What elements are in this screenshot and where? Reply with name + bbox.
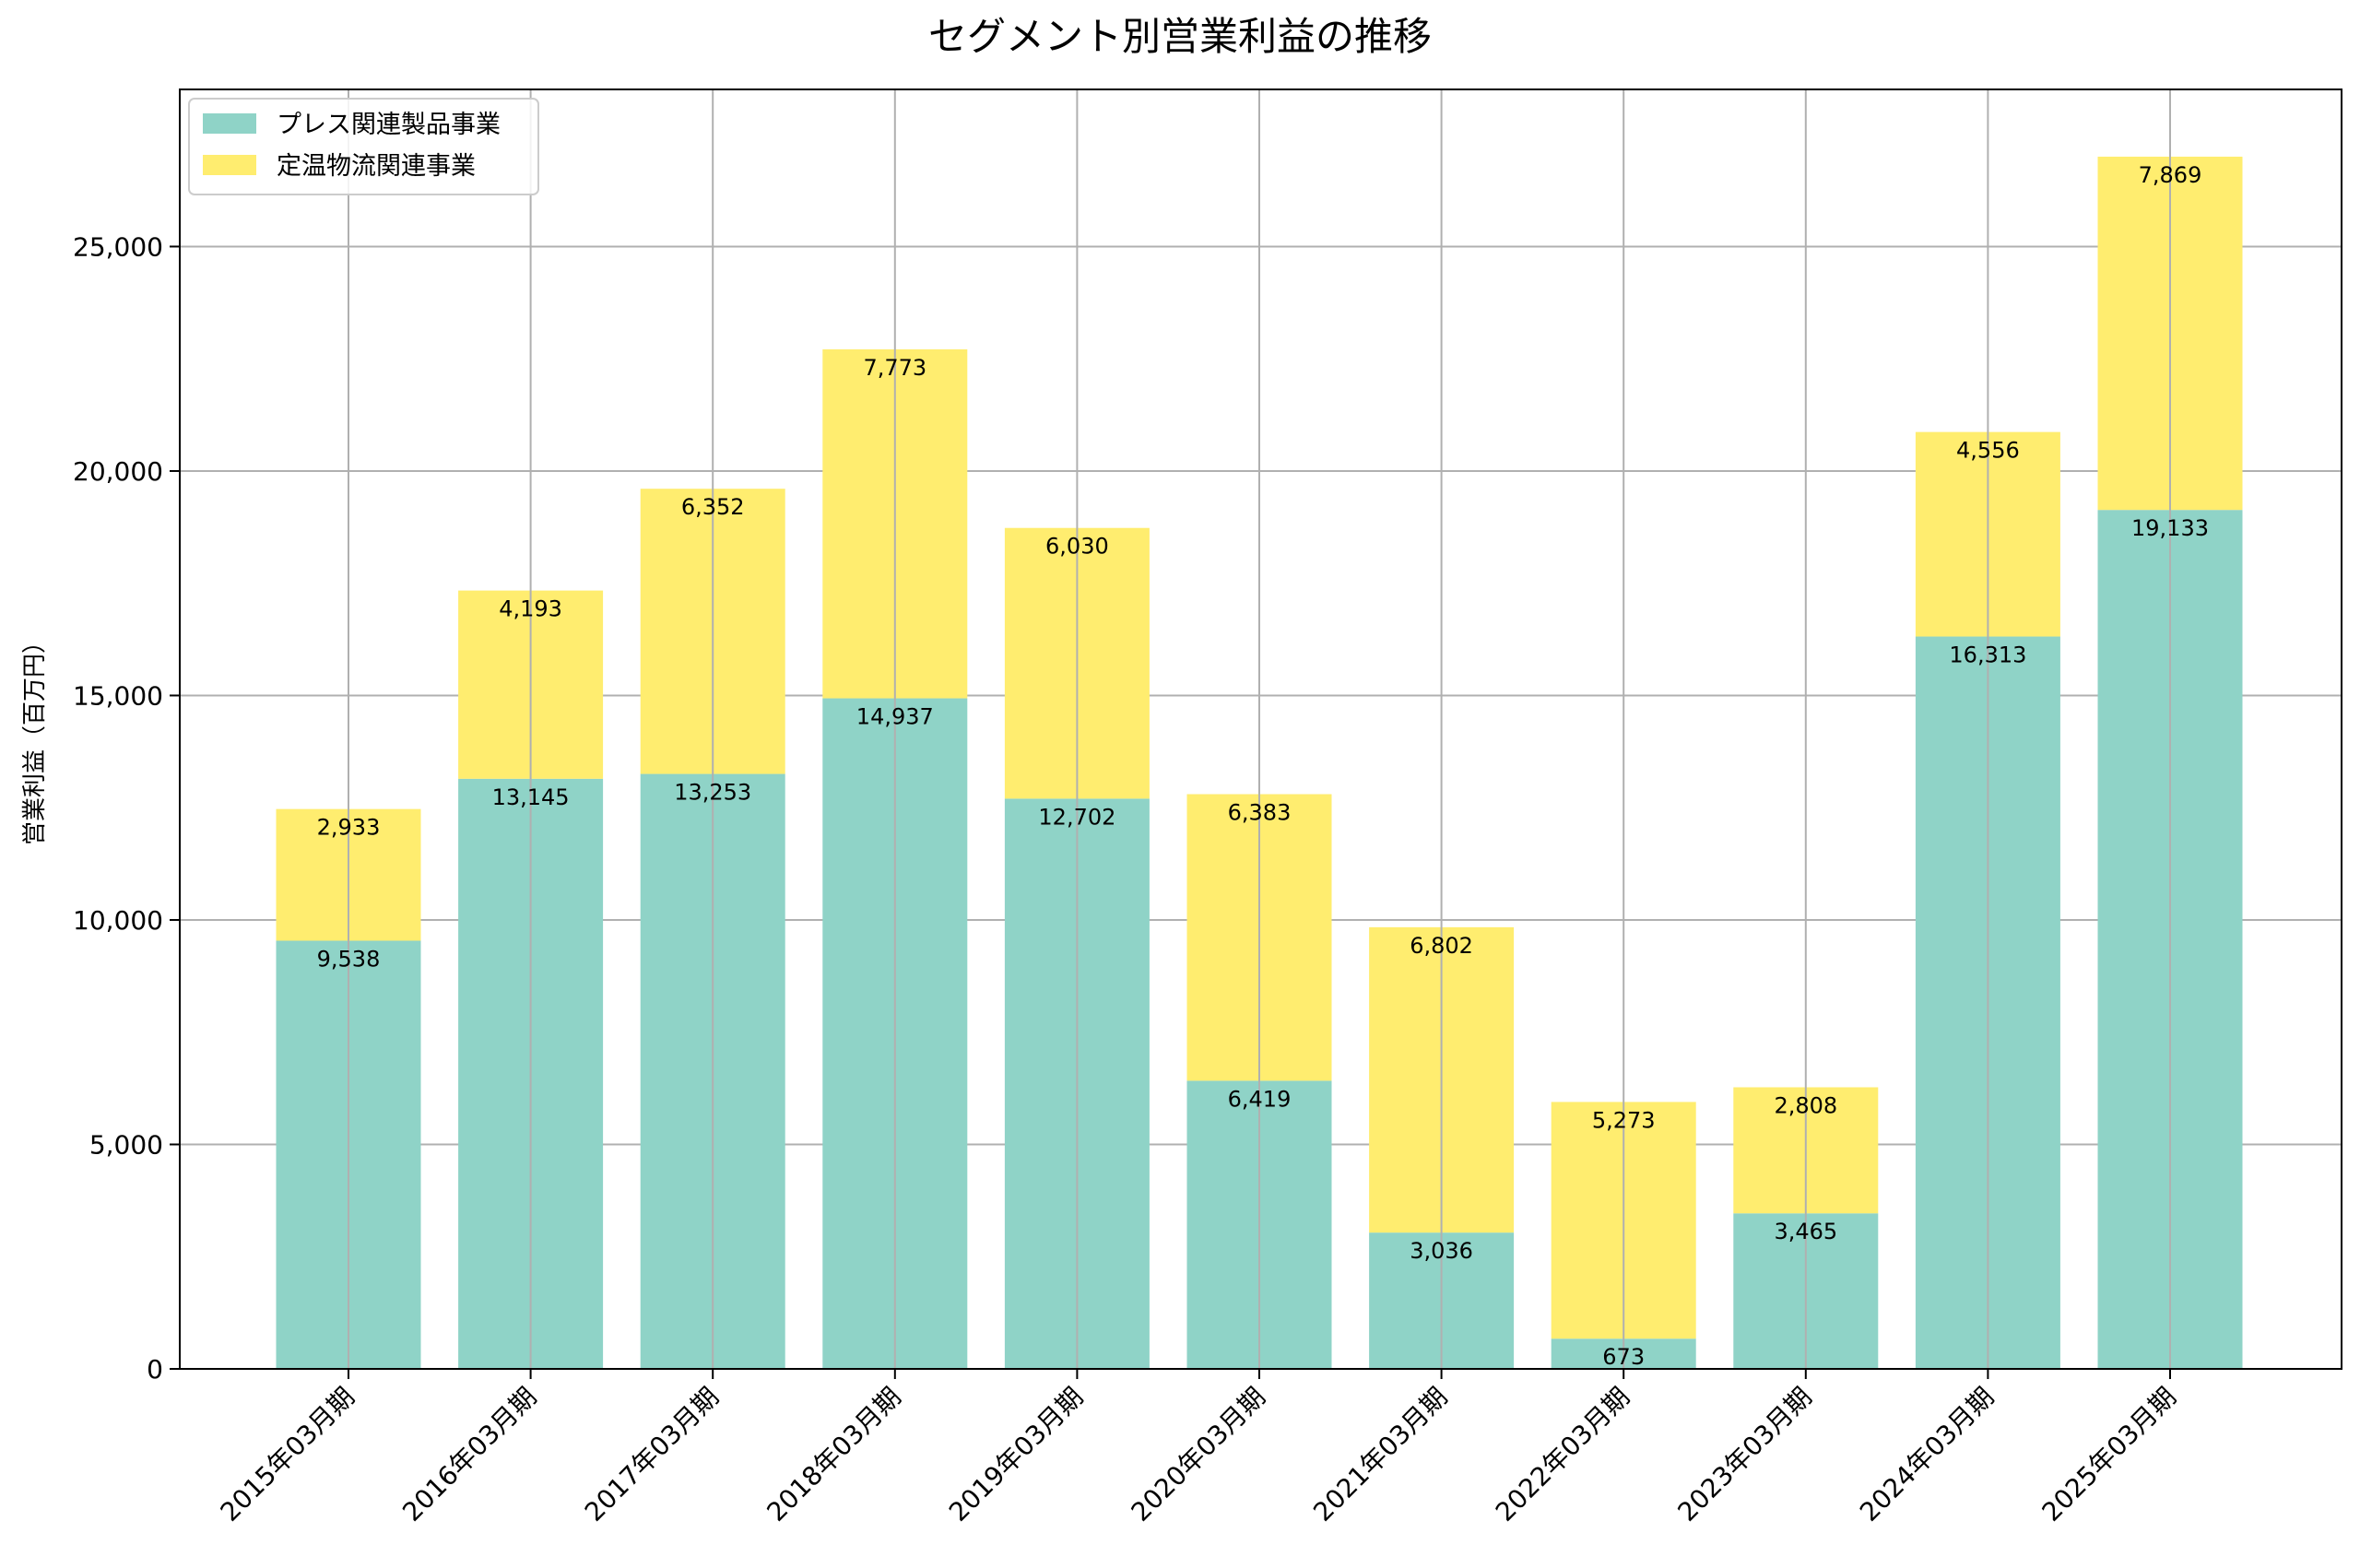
legend-box [188,98,539,195]
data-label: 9,538 [317,946,381,972]
y-tick-label: 15,000 [73,680,163,711]
data-label: 6,030 [1045,534,1109,560]
data-label: 7,773 [863,355,926,381]
data-label: 7,869 [2139,162,2202,188]
legend-swatch [203,155,256,175]
plot-frame [179,88,2342,1370]
chart-title: セグメント別営業利益の推移 [928,14,1432,59]
legend-swatch [203,113,256,134]
data-label: 2,808 [1774,1092,1837,1118]
data-label: 6,383 [1228,800,1292,826]
data-label: 19,133 [2131,515,2209,541]
y-tick-label: 5,000 [89,1129,163,1160]
legend-label: プレス関連製品事業 [277,111,501,139]
data-label: 4,193 [499,596,562,622]
data-label: 6,802 [1410,933,1473,959]
data-label: 5,273 [1592,1107,1656,1133]
data-label: 6,419 [1228,1086,1292,1112]
data-label: 13,145 [492,784,570,810]
data-label: 16,313 [1949,643,2026,668]
data-label: 14,937 [856,704,934,730]
legend-label: 定温物流関連事業 [277,152,476,181]
data-label: 13,253 [674,780,751,806]
y-tick-label: 0 [147,1354,163,1385]
data-label: 2,933 [317,815,381,841]
data-label: 4,556 [1956,438,2020,464]
data-label: 3,465 [1774,1219,1837,1244]
y-tick-label: 10,000 [73,905,163,936]
data-label: 12,702 [1038,804,1115,830]
y-axis-label: 営業利益（百万円） [21,630,49,845]
data-label: 3,036 [1410,1238,1473,1264]
y-tick-label: 25,000 [73,231,163,262]
y-axis-ticks: 0 5,000 10,000 15,000 20,000 25,000 [73,231,180,1385]
data-label: 6,352 [681,494,745,520]
y-tick-label: 20,000 [73,456,163,487]
data-label: 673 [1602,1344,1645,1370]
data-labels: 9,538 2,933 13,145 4,193 13,253 6,352 14,937 7,… [317,162,2209,1370]
